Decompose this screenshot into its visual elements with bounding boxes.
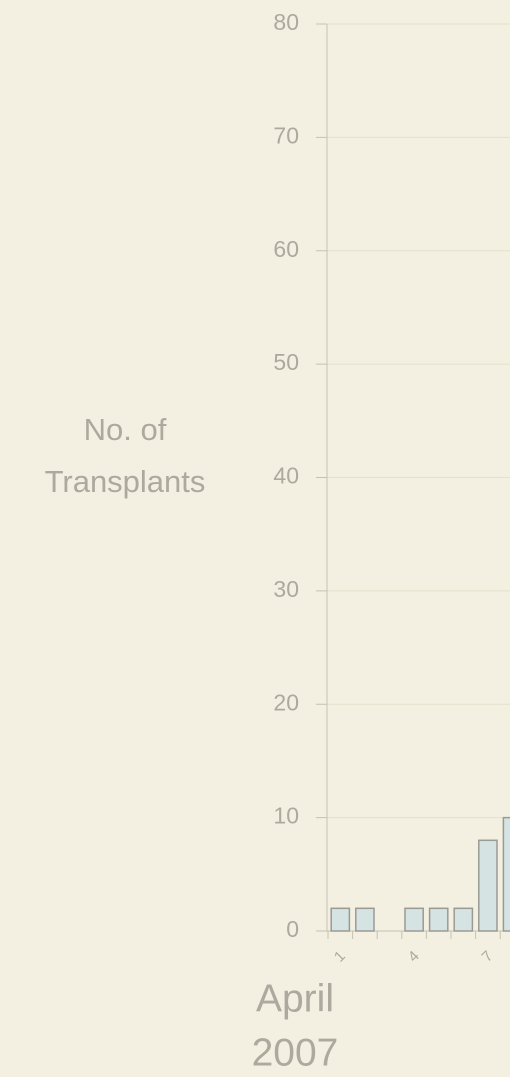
y-tick-label: 10 <box>273 803 299 829</box>
y-tick-label: 40 <box>273 463 299 489</box>
y-tick-label: 70 <box>273 122 299 148</box>
x-axis-label: April <box>256 977 334 1020</box>
y-tick-label: 60 <box>273 236 299 262</box>
bar <box>330 907 351 932</box>
y-tick-label: 30 <box>273 576 299 602</box>
bar <box>502 816 510 932</box>
y-axis-label: Transplants <box>45 464 206 499</box>
bar <box>453 907 474 932</box>
bar <box>355 907 375 932</box>
y-tick-label: 0 <box>286 916 299 942</box>
y-axis-label: No. of <box>84 412 167 447</box>
x-tick-label: 4 <box>405 948 423 966</box>
bar <box>404 907 424 932</box>
y-tick-label: 50 <box>273 349 299 375</box>
bar <box>428 907 449 932</box>
x-axis-label: 2007 <box>252 1031 339 1074</box>
y-tick-label: 20 <box>273 689 299 715</box>
bar <box>478 839 498 932</box>
y-tick-label: 80 <box>273 9 299 35</box>
x-tick-label: 1 <box>331 948 349 966</box>
x-tick-label: 7 <box>479 948 497 966</box>
